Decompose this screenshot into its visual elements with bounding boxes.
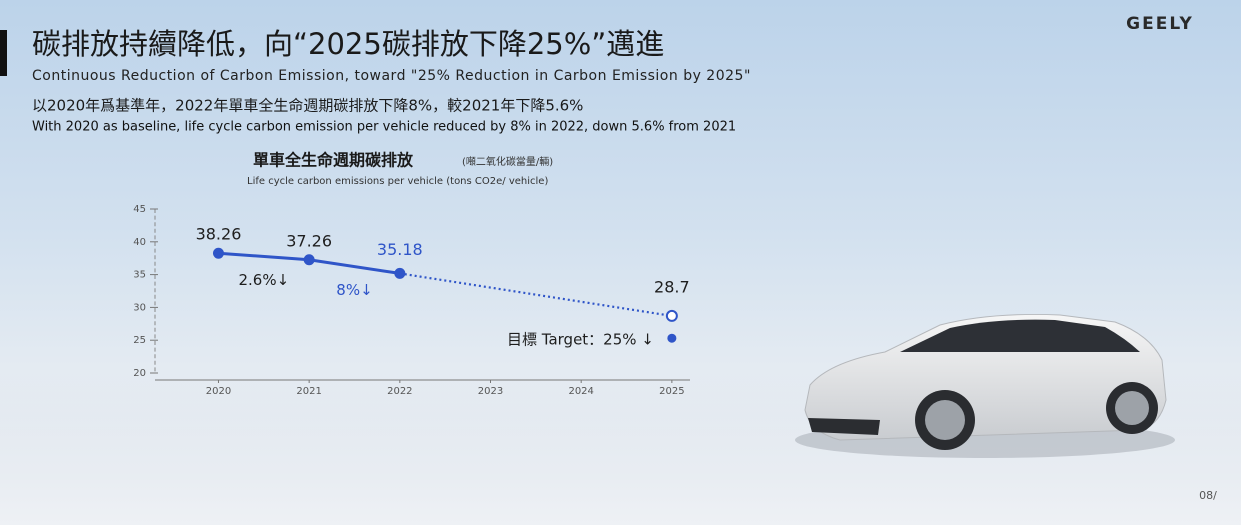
value-label: 35.18	[377, 240, 423, 259]
x-tick-label: 2021	[296, 386, 321, 397]
point	[394, 267, 406, 279]
page-number: 08/	[1199, 489, 1217, 502]
slide-title: 碳排放持續降低，向“2025碳排放下降25%”邁進	[32, 27, 664, 61]
logo: GEELY	[1126, 14, 1194, 34]
car-image	[795, 313, 1175, 458]
change-annotation: 2.6%↓	[238, 271, 289, 289]
y-tick-label: 35	[133, 270, 146, 281]
slide-subtitle: Continuous Reduction of Carbon Emission,…	[32, 68, 751, 84]
y-tick-label: 45	[133, 204, 146, 215]
y-tick-label: 30	[133, 302, 146, 313]
x-tick-label: 2024	[568, 386, 593, 397]
chart-title: 單車全生命週期碳排放	[253, 151, 414, 170]
y-tick-label: 20	[133, 368, 146, 379]
y-tick-label: 40	[133, 237, 146, 248]
value-label: 37.26	[286, 231, 332, 250]
x-tick-label: 2025	[659, 386, 684, 397]
x-tick-label: 2022	[387, 386, 412, 397]
target-label: 目標 Target：25% ↓	[507, 331, 654, 349]
value-label: 38.26	[196, 225, 242, 244]
x-tick-label: 2023	[478, 386, 503, 397]
y-tick-label: 25	[133, 335, 146, 346]
point	[665, 309, 678, 322]
point	[212, 247, 224, 259]
summary-en: With 2020 as baseline, life cycle carbon…	[32, 120, 736, 135]
summary-zh: 以2020年爲基準年，2022年單車全生命週期碳排放下降8%，較2021年下降5…	[32, 97, 583, 115]
change-annotation: 8%↓	[336, 281, 372, 299]
target-point	[667, 333, 677, 343]
x-tick-label: 2020	[206, 386, 231, 397]
chart-title-note: (噸二氧化碳當量/輛)	[462, 155, 553, 168]
title-bar	[0, 30, 7, 76]
projected-line	[399, 272, 673, 318]
chart-subtitle: Life cycle carbon emissions per vehicle …	[247, 176, 548, 187]
value-label: 28.7	[654, 277, 690, 296]
point	[303, 254, 315, 266]
